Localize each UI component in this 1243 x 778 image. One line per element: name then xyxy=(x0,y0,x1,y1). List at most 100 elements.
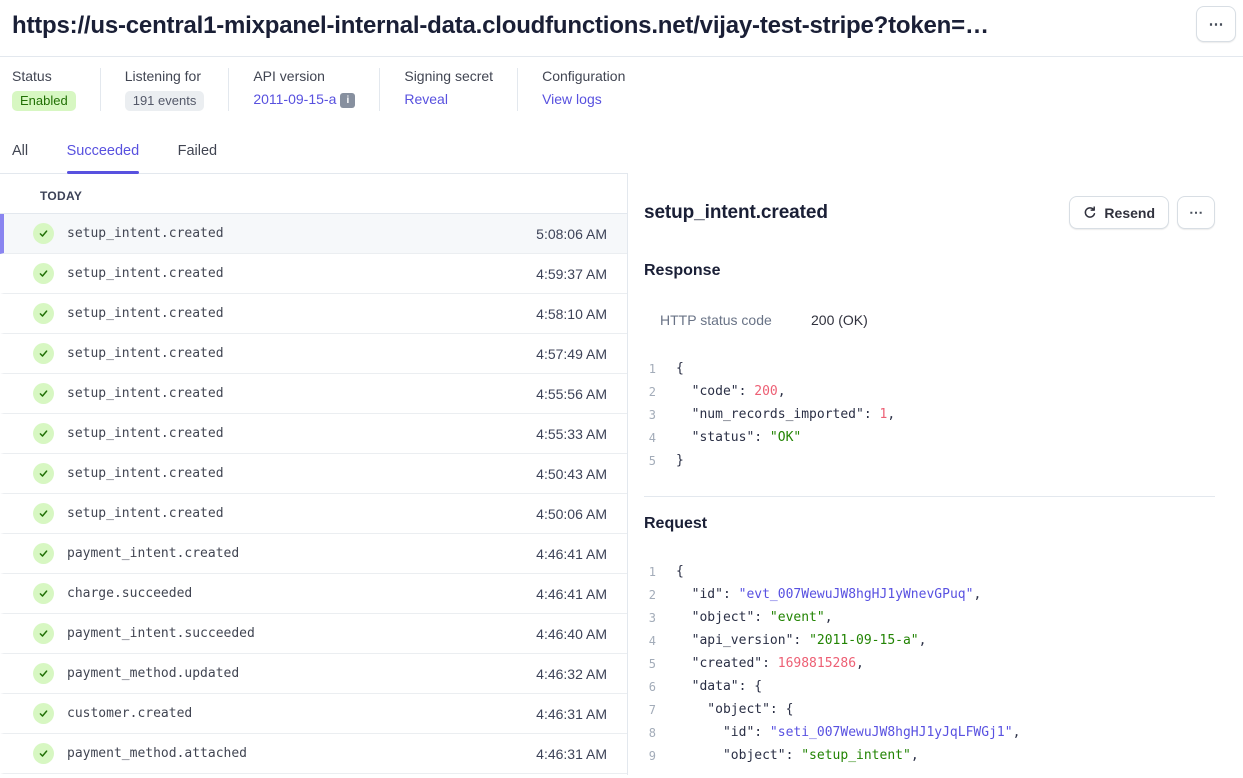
meta-status: Status Enabled xyxy=(12,68,100,111)
tab-failed[interactable]: Failed xyxy=(177,143,218,159)
success-check-icon xyxy=(33,663,54,684)
event-name: setup_intent.created xyxy=(67,466,224,481)
event-list-item[interactable]: setup_intent.created 4:55:56 AM xyxy=(0,374,627,414)
success-check-icon xyxy=(33,383,54,404)
view-logs-link[interactable]: View logs xyxy=(542,91,602,107)
request-heading: Request xyxy=(644,515,708,532)
success-check-icon xyxy=(33,423,54,444)
success-check-icon xyxy=(33,703,54,724)
event-time: 4:58:10 AM xyxy=(536,305,607,322)
detail-overflow-button[interactable]: ⋯ xyxy=(1177,196,1215,229)
event-name: payment_intent.succeeded xyxy=(67,626,255,641)
status-badge: Enabled xyxy=(12,91,76,111)
event-name: charge.succeeded xyxy=(67,586,193,601)
header-overflow-button[interactable]: ⋯ xyxy=(1196,6,1236,42)
event-detail-title: setup_intent.created xyxy=(644,201,828,223)
event-list-item[interactable]: setup_intent.created 4:58:10 AM xyxy=(0,294,627,334)
http-status-value: 200 (OK) xyxy=(811,312,868,328)
signing-secret-label: Signing secret xyxy=(404,68,494,84)
event-filter-tabs: All Succeeded Failed xyxy=(0,142,628,174)
event-list-item[interactable]: payment_method.attached 4:46:31 AM xyxy=(0,734,627,774)
event-name: payment_method.attached xyxy=(67,746,248,761)
meta-configuration: Configuration View logs xyxy=(517,68,649,111)
event-name: setup_intent.created xyxy=(67,506,224,521)
success-check-icon xyxy=(33,223,54,244)
header-divider xyxy=(0,56,1243,57)
event-time: 4:55:33 AM xyxy=(536,425,607,442)
endpoint-url-title: https://us-central1-mixpanel-internal-da… xyxy=(12,12,989,39)
event-time: 4:55:56 AM xyxy=(536,385,607,402)
event-list-item[interactable]: payment_method.updated 4:46:32 AM xyxy=(0,654,627,694)
event-list-item[interactable]: customer.created 4:46:31 AM xyxy=(0,694,627,734)
event-list: setup_intent.created 5:08:06 AM setup_in… xyxy=(0,214,627,774)
success-check-icon xyxy=(33,463,54,484)
event-name: setup_intent.created xyxy=(67,306,224,321)
api-version-label: API version xyxy=(253,68,325,84)
event-name: payment_method.updated xyxy=(67,666,240,681)
event-time: 4:50:06 AM xyxy=(536,505,607,522)
event-list-item[interactable]: setup_intent.created 4:50:43 AM xyxy=(0,454,627,494)
event-time: 4:46:40 AM xyxy=(536,625,607,642)
event-list-item[interactable]: setup_intent.created 4:57:49 AM xyxy=(0,334,627,374)
event-list-item[interactable]: payment_intent.succeeded 4:46:40 AM xyxy=(0,614,627,654)
event-list-panel: TODAY setup_intent.created 5:08:06 AM se… xyxy=(0,174,628,775)
endpoint-meta-row: Status Enabled Listening for 191 events … xyxy=(0,57,1243,111)
event-time: 4:59:37 AM xyxy=(536,265,607,282)
event-list-item[interactable]: setup_intent.created 4:50:06 AM xyxy=(0,494,627,534)
event-list-item[interactable]: charge.succeeded 4:46:41 AM xyxy=(0,574,627,614)
section-divider xyxy=(644,496,1215,497)
success-check-icon xyxy=(33,743,54,764)
event-list-item[interactable]: setup_intent.created 4:55:33 AM xyxy=(0,414,627,454)
http-status-label: HTTP status code xyxy=(660,312,772,328)
http-status-row: HTTP status code 200 (OK) xyxy=(644,312,1215,328)
success-check-icon xyxy=(33,503,54,524)
success-check-icon xyxy=(33,543,54,564)
event-time: 4:46:31 AM xyxy=(536,705,607,722)
success-check-icon xyxy=(33,623,54,644)
tab-all[interactable]: All xyxy=(12,143,29,159)
resend-label: Resend xyxy=(1104,204,1155,221)
event-time: 5:08:06 AM xyxy=(536,225,607,242)
event-time: 4:57:49 AM xyxy=(536,345,607,362)
listening-for-label: Listening for xyxy=(124,68,201,84)
success-check-icon xyxy=(33,303,54,324)
event-name: setup_intent.created xyxy=(67,426,224,441)
success-check-icon xyxy=(33,263,54,284)
reveal-secret-link[interactable]: Reveal xyxy=(404,91,448,107)
event-list-item[interactable]: setup_intent.created 4:59:37 AM xyxy=(0,254,627,294)
event-name: payment_intent.created xyxy=(67,546,240,561)
event-name: setup_intent.created xyxy=(67,386,224,401)
status-label: Status xyxy=(12,68,52,84)
tab-succeeded[interactable]: Succeeded xyxy=(66,143,139,174)
response-heading: Response xyxy=(644,262,721,279)
api-version-link[interactable]: 2011-09-15-a xyxy=(253,91,337,107)
resend-button[interactable]: Resend xyxy=(1069,196,1169,229)
event-name: setup_intent.created xyxy=(67,266,224,281)
event-time: 4:46:32 AM xyxy=(536,665,607,682)
event-list-item[interactable]: setup_intent.created 5:08:06 AM xyxy=(0,214,627,254)
configuration-label: Configuration xyxy=(542,68,626,84)
page-header: https://us-central1-mixpanel-internal-da… xyxy=(0,0,1243,43)
meta-api-version: API version 2011-09-15-a i xyxy=(228,68,379,111)
event-time: 4:46:41 AM xyxy=(536,585,607,602)
date-group-label: TODAY xyxy=(0,174,627,214)
event-name: customer.created xyxy=(67,706,193,721)
event-name: setup_intent.created xyxy=(67,226,224,241)
resend-icon xyxy=(1085,205,1096,218)
events-count-badge: 191 events xyxy=(124,91,205,111)
meta-signing-secret: Signing secret Reveal xyxy=(379,68,517,111)
ellipsis-icon: ⋯ xyxy=(1189,204,1203,220)
event-list-item[interactable]: payment_intent.created 4:46:41 AM xyxy=(0,534,627,574)
info-icon[interactable]: i xyxy=(340,93,356,108)
success-check-icon xyxy=(33,343,54,364)
meta-listening-for: Listening for 191 events xyxy=(99,68,229,111)
success-check-icon xyxy=(33,583,54,604)
ellipsis-icon: ⋯ xyxy=(1208,16,1224,33)
event-time: 4:46:41 AM xyxy=(536,545,607,562)
response-code-block: 1{2 "code": 200, 3 "num_records_imported"… xyxy=(648,361,896,468)
event-time: 4:46:31 AM xyxy=(536,745,607,762)
event-detail-panel: setup_intent.created Resend ⋯ Response H… xyxy=(628,174,1243,775)
event-time: 4:50:43 AM xyxy=(536,465,607,482)
request-code-block: 1{2 "id": "evt_007WewuJW8hgHJ1yWnevGPuq"… xyxy=(648,564,1021,763)
event-name: setup_intent.created xyxy=(67,346,224,361)
